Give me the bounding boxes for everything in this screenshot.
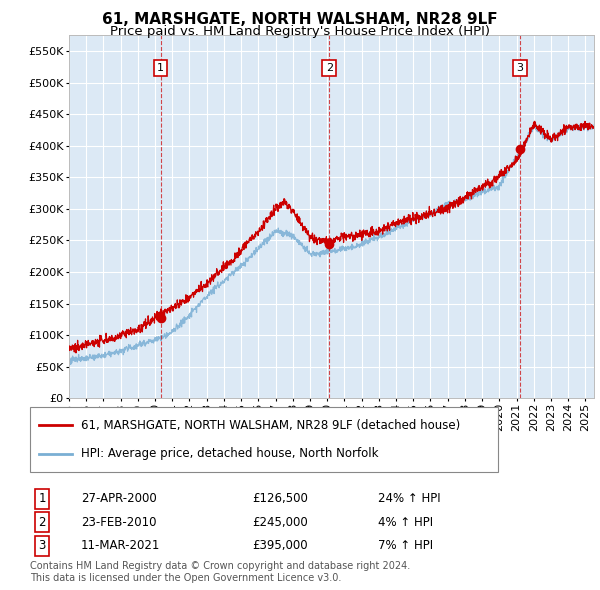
Text: 2: 2 [326,63,333,73]
Text: 11-MAR-2021: 11-MAR-2021 [81,539,160,552]
Text: Price paid vs. HM Land Registry's House Price Index (HPI): Price paid vs. HM Land Registry's House … [110,25,490,38]
Text: 3: 3 [38,539,46,552]
Text: £245,000: £245,000 [252,516,308,529]
Text: 4% ↑ HPI: 4% ↑ HPI [378,516,433,529]
Text: 61, MARSHGATE, NORTH WALSHAM, NR28 9LF: 61, MARSHGATE, NORTH WALSHAM, NR28 9LF [102,12,498,27]
Text: 7% ↑ HPI: 7% ↑ HPI [378,539,433,552]
Text: 3: 3 [517,63,523,73]
Text: 2: 2 [38,516,46,529]
Text: 1: 1 [157,63,164,73]
FancyBboxPatch shape [30,407,498,472]
Text: 1: 1 [38,492,46,505]
Text: Contains HM Land Registry data © Crown copyright and database right 2024.
This d: Contains HM Land Registry data © Crown c… [30,561,410,583]
Text: 24% ↑ HPI: 24% ↑ HPI [378,492,440,505]
Text: HPI: Average price, detached house, North Norfolk: HPI: Average price, detached house, Nort… [82,447,379,460]
Text: 23-FEB-2010: 23-FEB-2010 [81,516,157,529]
Text: £126,500: £126,500 [252,492,308,505]
Text: 61, MARSHGATE, NORTH WALSHAM, NR28 9LF (detached house): 61, MARSHGATE, NORTH WALSHAM, NR28 9LF (… [82,419,461,432]
Text: 27-APR-2000: 27-APR-2000 [81,492,157,505]
Text: £395,000: £395,000 [252,539,308,552]
